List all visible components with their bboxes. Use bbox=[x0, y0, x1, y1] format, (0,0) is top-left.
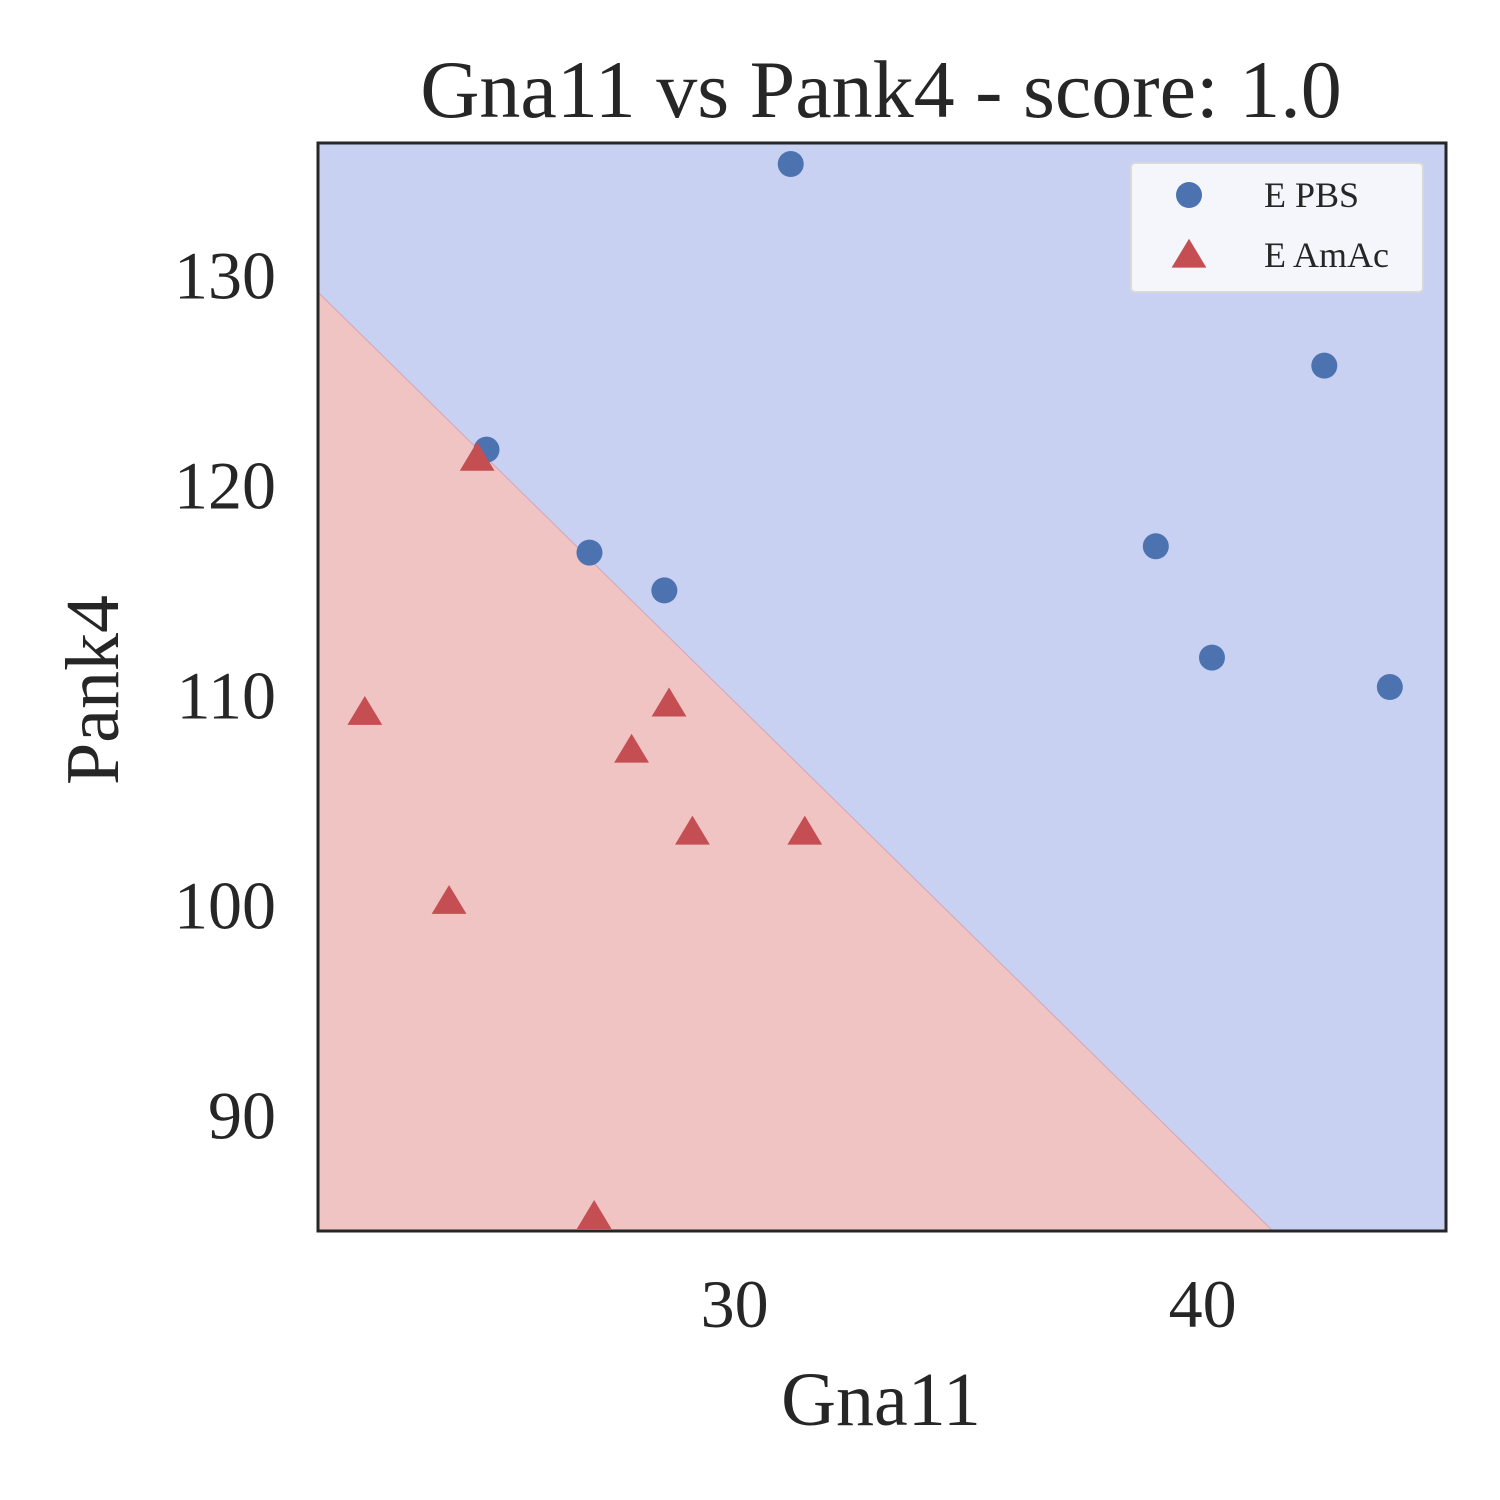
point-e-amac bbox=[614, 733, 649, 763]
chart-title: Gna11 vs Pank4 - score: 1.0 bbox=[420, 44, 1342, 135]
x-tick-label: 40 bbox=[1169, 1266, 1237, 1342]
plot-frame bbox=[316, 141, 1448, 1233]
point-e-pbs bbox=[1198, 644, 1225, 671]
data-points bbox=[347, 151, 1403, 1229]
point-e-amac bbox=[787, 815, 823, 845]
legend-label: E PBS bbox=[1264, 175, 1359, 215]
x-tick-label: 30 bbox=[701, 1266, 769, 1342]
point-e-pbs bbox=[651, 577, 678, 604]
legend-box bbox=[1130, 162, 1424, 293]
point-e-pbs bbox=[777, 151, 804, 178]
y-tick-label: 110 bbox=[177, 657, 276, 733]
y-tick-label: 120 bbox=[174, 447, 276, 523]
y-axis-label: Pank4 bbox=[51, 595, 135, 785]
point-e-pbs bbox=[1376, 674, 1403, 700]
point-e-pbs bbox=[1142, 533, 1169, 560]
legend-marker-e-amac bbox=[1171, 238, 1207, 268]
point-e-amac bbox=[675, 815, 710, 845]
legend-label: E AmAc bbox=[1264, 235, 1389, 275]
decision-regions bbox=[318, 143, 1446, 1231]
point-e-amac bbox=[431, 884, 467, 914]
point-e-amac bbox=[347, 695, 383, 725]
y-axis-ticks: 90 100 110 120 130 bbox=[174, 237, 276, 1153]
region-e-pbs bbox=[318, 143, 1446, 1231]
point-e-amac bbox=[576, 1200, 612, 1229]
point-e-amac bbox=[459, 441, 495, 471]
y-tick-label: 90 bbox=[208, 1077, 276, 1153]
x-axis-label: Gna11 bbox=[781, 1358, 981, 1442]
y-tick-label: 100 bbox=[174, 867, 276, 943]
point-e-pbs bbox=[1311, 352, 1338, 379]
legend: E PBS E AmAc bbox=[1130, 162, 1424, 293]
point-e-pbs bbox=[576, 539, 603, 566]
y-tick-label: 130 bbox=[174, 237, 276, 313]
legend-marker-e-pbs bbox=[1176, 182, 1202, 208]
x-axis-ticks: 30 40 bbox=[701, 1266, 1237, 1342]
point-e-amac bbox=[651, 687, 687, 717]
